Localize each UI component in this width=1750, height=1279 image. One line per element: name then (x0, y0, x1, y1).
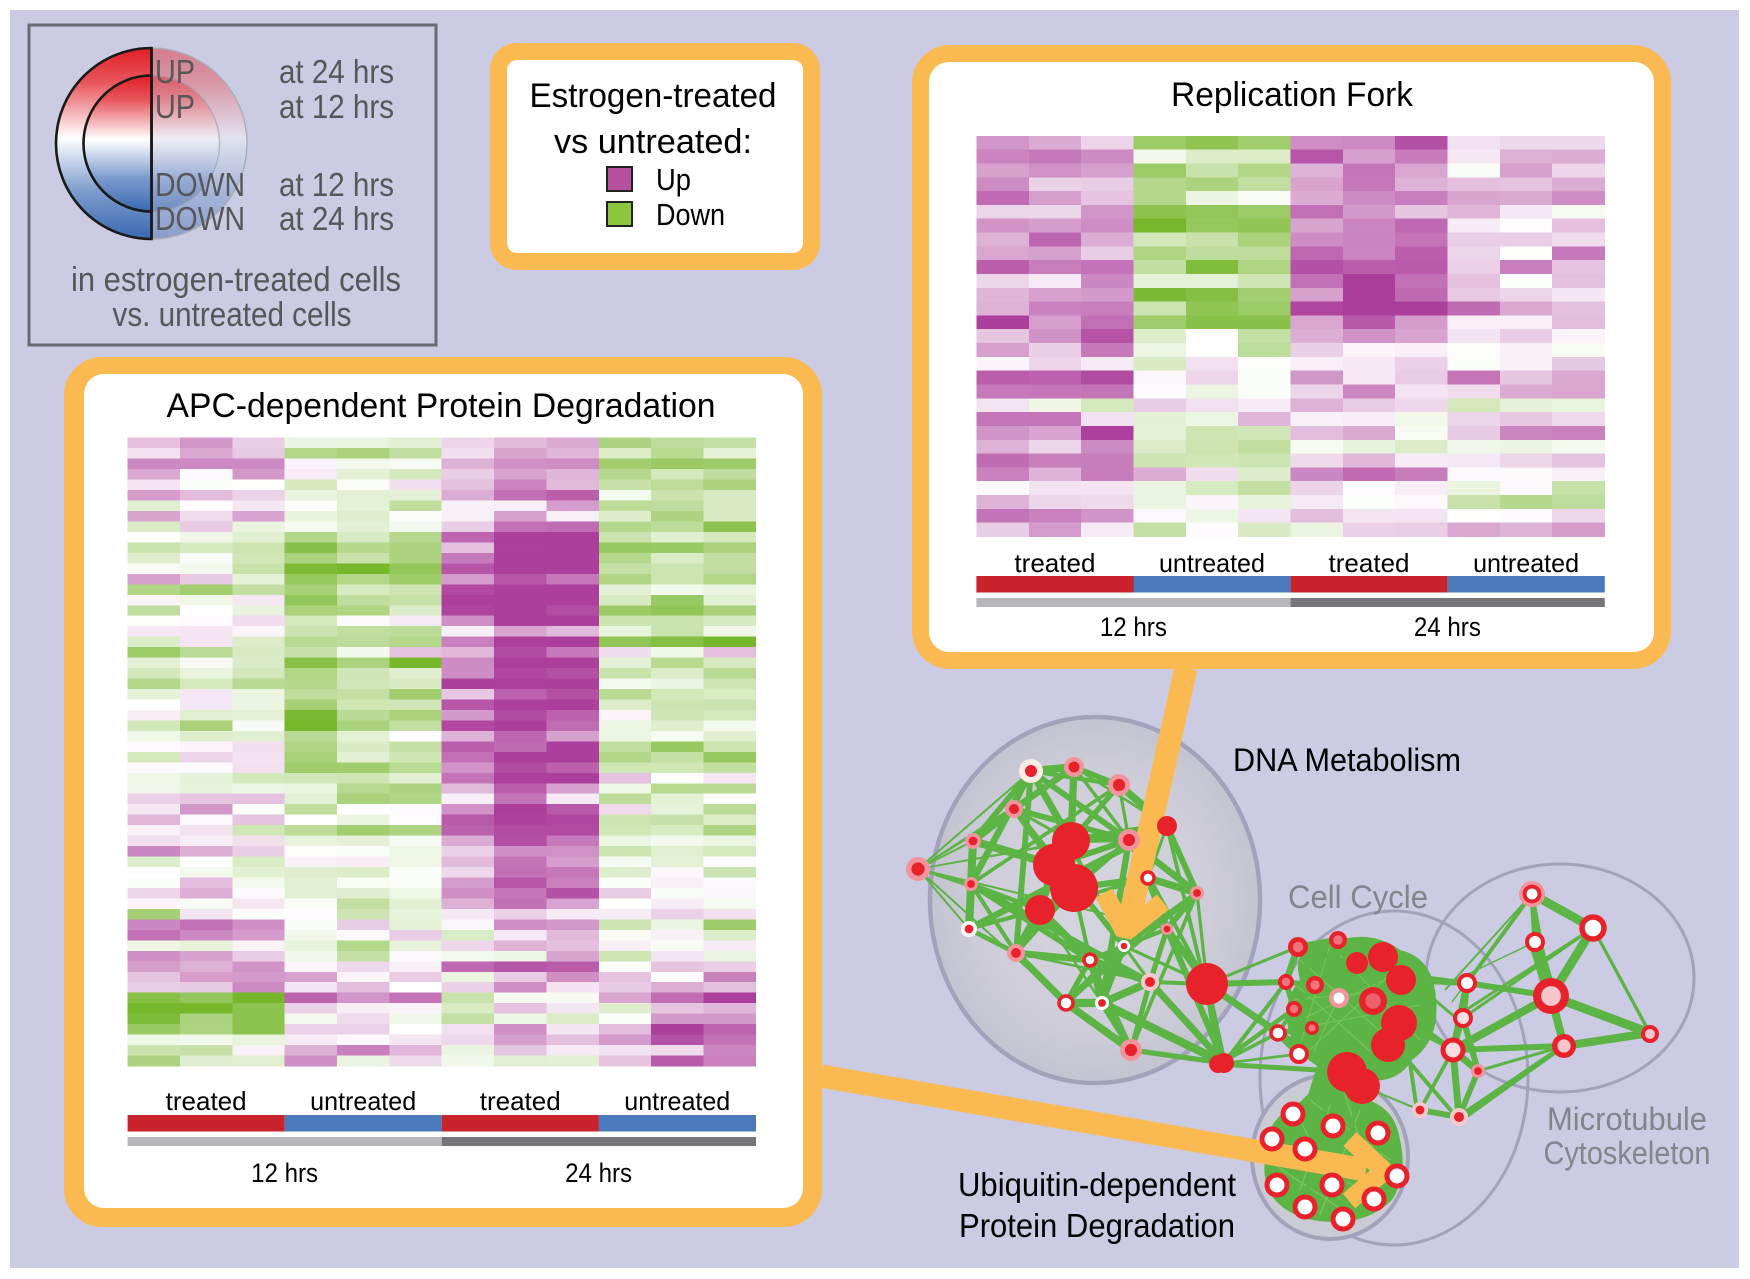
svg-text:vs untreated:: vs untreated: (554, 123, 752, 161)
svg-text:12 hrs: 12 hrs (251, 1158, 318, 1188)
svg-text:at 24 hrs: at 24 hrs (279, 53, 394, 90)
svg-text:untreated: untreated (310, 1086, 416, 1116)
svg-text:Estrogen-treated: Estrogen-treated (530, 77, 777, 115)
svg-text:12 hrs: 12 hrs (1100, 612, 1167, 642)
svg-text:at 12 hrs: at 12 hrs (279, 88, 394, 125)
svg-text:untreated: untreated (1473, 548, 1579, 578)
svg-text:treated: treated (480, 1086, 561, 1116)
svg-text:DOWN: DOWN (155, 166, 245, 203)
svg-text:vs. untreated cells: vs. untreated cells (113, 296, 352, 334)
svg-text:at 24 hrs: at 24 hrs (279, 200, 394, 237)
svg-text:DNA Metabolism: DNA Metabolism (1233, 742, 1461, 778)
svg-text:Ubiquitin-dependent: Ubiquitin-dependent (958, 1166, 1236, 1203)
svg-text:untreated: untreated (624, 1086, 730, 1116)
svg-text:at 12 hrs: at 12 hrs (279, 166, 394, 203)
svg-text:treated: treated (1329, 548, 1410, 578)
svg-text:untreated: untreated (1159, 548, 1265, 578)
svg-text:DOWN: DOWN (155, 200, 245, 237)
svg-text:Down: Down (656, 197, 725, 232)
svg-text:Microtubule: Microtubule (1547, 1101, 1707, 1137)
svg-text:treated: treated (166, 1086, 247, 1116)
svg-text:UP: UP (155, 88, 195, 125)
svg-text:Cell Cycle: Cell Cycle (1288, 879, 1428, 915)
svg-text:Cytoskeleton: Cytoskeleton (1544, 1135, 1711, 1171)
svg-text:treated: treated (1014, 548, 1095, 578)
svg-text:Up: Up (656, 162, 691, 197)
svg-text:Protein Degradation: Protein Degradation (959, 1207, 1235, 1244)
svg-text:UP: UP (155, 53, 195, 90)
svg-text:Replication Fork: Replication Fork (1171, 76, 1414, 114)
svg-text:24 hrs: 24 hrs (565, 1158, 632, 1188)
svg-text:in estrogen-treated cells: in estrogen-treated cells (71, 261, 401, 299)
svg-text:24 hrs: 24 hrs (1414, 612, 1481, 642)
svg-text:APC-dependent Protein Degradat: APC-dependent Protein Degradation (167, 387, 716, 425)
